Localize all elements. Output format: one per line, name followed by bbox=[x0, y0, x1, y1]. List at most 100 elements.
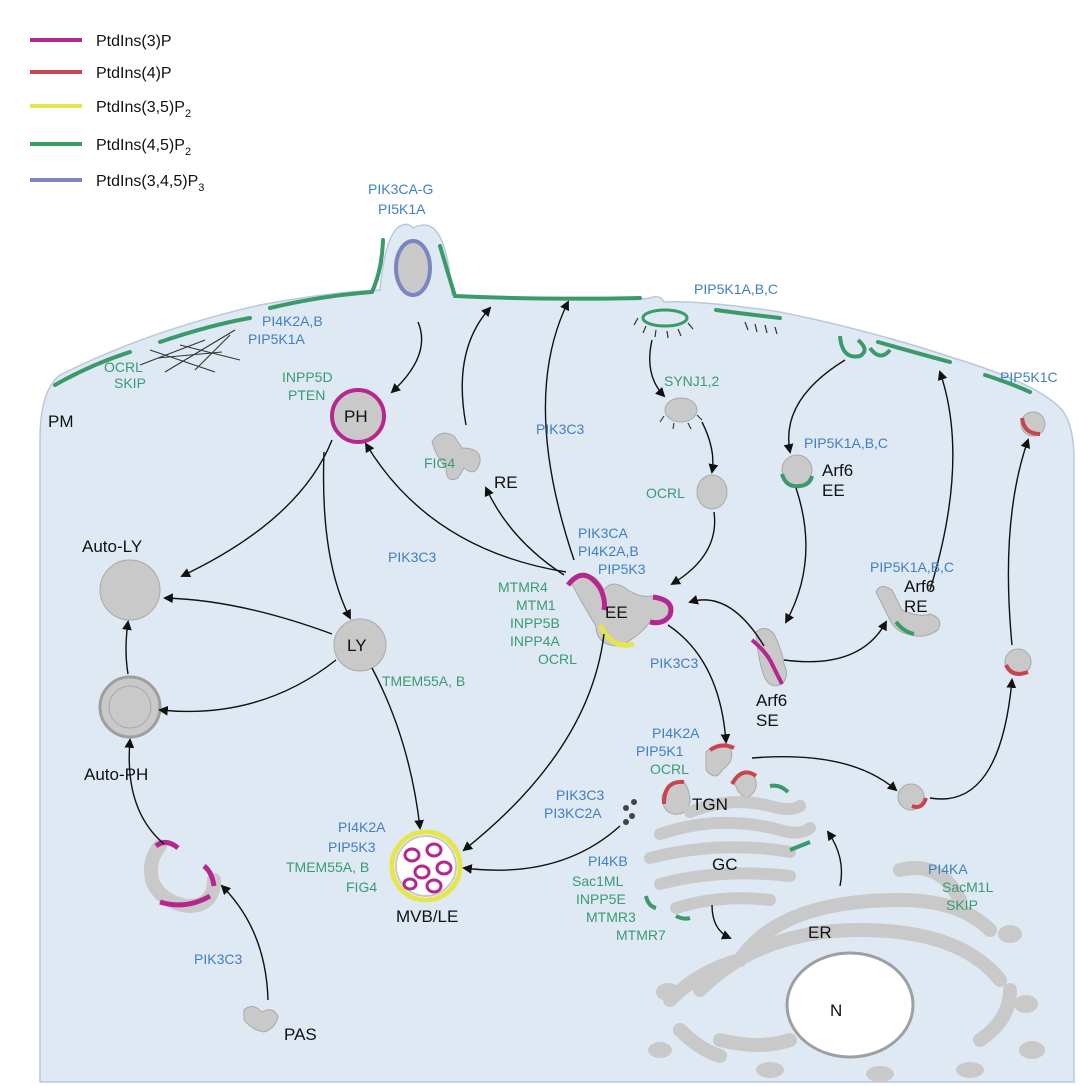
enzyme-label: MTM1 bbox=[516, 597, 556, 613]
label-arf6-re-2: RE bbox=[904, 597, 928, 616]
enzyme-label: PI4KA bbox=[928, 861, 968, 877]
enzyme-label: MTMR7 bbox=[616, 927, 666, 943]
label-nucleus: N bbox=[830, 1001, 842, 1020]
arf6-invagination bbox=[838, 335, 867, 359]
pi4p-coat bbox=[1020, 417, 1041, 436]
endocytic-vesicle bbox=[664, 397, 698, 423]
enzyme-label: OCRL bbox=[104, 359, 143, 375]
enzyme-label: PIP5K3 bbox=[328, 839, 376, 855]
enzyme-label: PI4KB bbox=[588, 853, 628, 869]
enzyme-label: PI3KC2A bbox=[544, 805, 602, 821]
vesicle-coat bbox=[659, 414, 703, 430]
pi4p-vesicle bbox=[897, 783, 925, 811]
label-pm: PM bbox=[48, 412, 74, 431]
legend-label: PtdIns(3)P bbox=[96, 33, 172, 50]
enzyme-label: OCRL bbox=[538, 651, 577, 667]
legend-label: PtdIns(4,5)P bbox=[96, 137, 185, 154]
arf6-ee-pip2 bbox=[780, 473, 814, 489]
legend-item: PtdIns(4,5)P2 bbox=[30, 137, 191, 158]
enzyme-label: PIK3C3 bbox=[388, 549, 436, 565]
enzyme-label: TMEM55A, B bbox=[382, 673, 465, 689]
enzyme-label: PIP5K3 bbox=[598, 561, 646, 577]
enzyme-label: PIK3C3 bbox=[556, 787, 604, 803]
enzyme-label: SKIP bbox=[946, 897, 978, 913]
label-arf6-se-1: Arf6 bbox=[756, 691, 787, 710]
arf6-sorting-endosome bbox=[755, 628, 788, 687]
pm-pip2-segments bbox=[53, 238, 1032, 394]
ee-pi35p2-coat bbox=[597, 623, 635, 648]
enzyme-label: INPP5E bbox=[576, 891, 626, 907]
legend-subscript: 2 bbox=[185, 146, 191, 158]
label-arf6-se-2: SE bbox=[756, 711, 779, 730]
legend-label: PtdIns(3,4,5)P bbox=[96, 173, 198, 190]
enzyme-label: PI4K2A bbox=[338, 819, 386, 835]
er-fragments bbox=[648, 925, 1045, 1082]
enzyme-label: PIK3C3 bbox=[194, 951, 242, 967]
enzyme-label: SacM1L bbox=[942, 879, 994, 895]
legend-subscript: 3 bbox=[198, 182, 204, 194]
enzyme-label: MTMR3 bbox=[586, 909, 636, 925]
recycling-endosome bbox=[431, 432, 481, 481]
ee-pi3p-coat bbox=[566, 572, 607, 611]
label-mvb: MVB/LE bbox=[396, 907, 458, 926]
label-auto-ph: Auto-PH bbox=[84, 765, 148, 784]
svg-text:PtdIns(4,5)P2: PtdIns(4,5)P2 bbox=[96, 137, 191, 158]
legend-label: PtdIns(3,5)P bbox=[96, 99, 185, 116]
enzyme-label: PTEN bbox=[288, 387, 325, 403]
label-arf6-ee-2: EE bbox=[822, 481, 845, 500]
enzyme-label: SYNJ1,2 bbox=[664, 373, 719, 389]
clathrin-coat bbox=[633, 317, 694, 339]
phagophore-pi3p bbox=[154, 840, 180, 850]
enzyme-label: PI4K2A bbox=[652, 725, 700, 741]
label-arf6-re-1: Arf6 bbox=[904, 577, 935, 596]
label-ph: PH bbox=[344, 407, 368, 426]
endoplasmic-reticulum bbox=[663, 861, 1017, 1063]
enzyme-label: PIP5K1A,B,C bbox=[804, 435, 888, 451]
trafficking-arrows bbox=[122, 300, 1031, 1001]
label-auto-ly: Auto-LY bbox=[82, 537, 142, 556]
enzyme-label: PIP5K1A,B,C bbox=[870, 559, 954, 575]
arf6-invagination bbox=[868, 346, 892, 358]
enzyme-label: INPP4A bbox=[510, 633, 560, 649]
nucleus bbox=[785, 951, 915, 1059]
ee-pi3p-coat bbox=[649, 594, 674, 626]
svg-text:PtdIns(3,5)P2: PtdIns(3,5)P2 bbox=[96, 99, 191, 120]
arf6-re-pip2 bbox=[894, 620, 915, 636]
enzyme-label: PI4K2A,B bbox=[578, 543, 639, 559]
enzyme-label: MTMR4 bbox=[498, 579, 548, 595]
enzyme-label: PI4K2A,B bbox=[262, 313, 323, 329]
label-re: RE bbox=[494, 473, 518, 492]
pre-autophagosomal-structure bbox=[243, 1006, 279, 1033]
enzyme-label: FIG4 bbox=[424, 455, 455, 471]
golgi-coat-marks bbox=[623, 799, 637, 825]
pi4p-coat bbox=[1004, 664, 1029, 676]
pi4p-coat bbox=[911, 797, 928, 809]
phagosome bbox=[330, 388, 386, 444]
enzyme-label: TMEM55A, B bbox=[286, 859, 369, 875]
multivesicular-body bbox=[389, 829, 463, 903]
enzyme-label: PIK3CA bbox=[578, 525, 628, 541]
compartment-labels: PM PH RE Auto-LY LY Auto-PH EE Arf6 EE A… bbox=[48, 407, 935, 1044]
arf6-recycling-endosome bbox=[875, 586, 941, 637]
enzyme-label: SKIP bbox=[114, 375, 146, 391]
label-gc: GC bbox=[712, 855, 738, 874]
enzyme-label: Sac1ML bbox=[572, 873, 624, 889]
enzyme-label: OCRL bbox=[646, 485, 685, 501]
enzyme-labels: PIK3CA-G PI5K1A PI4K2A,B PIP5K1A OCRL SK… bbox=[104, 181, 1058, 967]
trans-golgi-network bbox=[661, 743, 758, 815]
legend-item: PtdIns(4)P bbox=[30, 65, 172, 82]
autophagosome-inner bbox=[108, 685, 152, 729]
pip3-vesicle bbox=[394, 239, 432, 297]
arf6-se-pi3p bbox=[750, 638, 784, 685]
clathrin-pit bbox=[641, 308, 689, 328]
legend: PtdIns(3)P PtdIns(4)P PtdIns(3,5)P2 PtdI… bbox=[30, 33, 204, 194]
enzyme-label: INPP5B bbox=[510, 615, 560, 631]
label-ee: EE bbox=[605, 603, 628, 622]
label-pas: PAS bbox=[284, 1025, 317, 1044]
golgi-complex bbox=[644, 796, 816, 914]
legend-item: PtdIns(3,5)P2 bbox=[30, 99, 191, 120]
uncoated-vesicle bbox=[696, 474, 728, 510]
enzyme-label: OCRL bbox=[650, 761, 689, 777]
enzyme-label: INPP5D bbox=[282, 369, 333, 385]
